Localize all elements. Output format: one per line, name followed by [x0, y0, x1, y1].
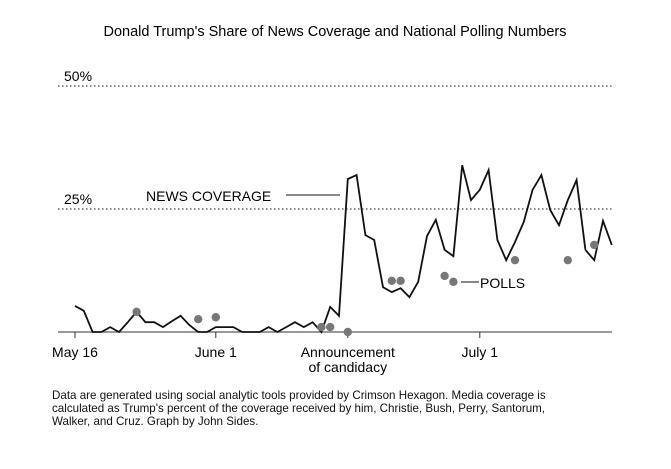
annotations: NEWS COVERAGE POLLS — [146, 188, 525, 291]
reference-label-50: 50% — [64, 68, 92, 84]
news-coverage-label: NEWS COVERAGE — [146, 188, 271, 204]
x-tick-label: May 16 — [52, 344, 98, 360]
polls-label: POLLS — [480, 275, 525, 291]
poll-point — [440, 271, 449, 281]
news-coverage-series — [74, 164, 613, 334]
x-tick-label: of candidacy — [308, 359, 387, 375]
reference-lines: 50% 25% — [58, 68, 612, 210]
poll-point — [396, 276, 405, 286]
poll-point — [343, 327, 352, 337]
poll-point — [317, 322, 326, 332]
poll-point — [211, 313, 220, 322]
poll-point — [326, 322, 335, 332]
news-coverage-line — [74, 164, 613, 334]
poll-point — [590, 240, 599, 250]
poll-point — [510, 255, 520, 265]
polls-series — [132, 240, 599, 337]
x-tick-label: Announcement — [301, 344, 395, 360]
footnote: Data are generated using social analytic… — [52, 389, 546, 428]
poll-point — [563, 255, 572, 265]
poll-point — [132, 307, 141, 317]
chart-title: Donald Trump's Share of News Coverage an… — [104, 24, 567, 40]
x-tick-label: July 1 — [462, 344, 499, 360]
poll-point — [449, 277, 458, 287]
poll-point — [194, 315, 203, 324]
poll-point — [387, 276, 396, 286]
x-tick-label: June 1 — [195, 344, 237, 360]
reference-label-25: 25% — [64, 191, 92, 207]
